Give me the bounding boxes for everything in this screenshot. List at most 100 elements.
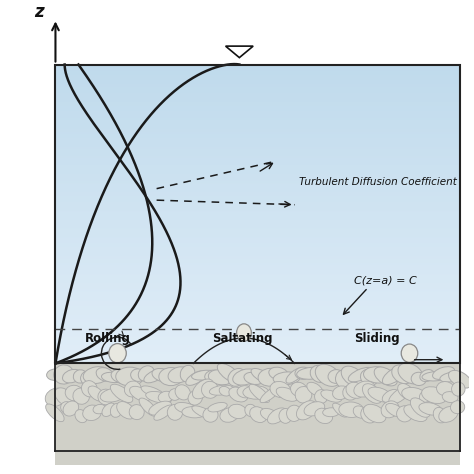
Ellipse shape	[174, 402, 198, 414]
Ellipse shape	[83, 367, 110, 383]
Ellipse shape	[152, 368, 173, 382]
Ellipse shape	[63, 369, 82, 383]
Ellipse shape	[360, 369, 378, 386]
Ellipse shape	[437, 382, 455, 396]
Ellipse shape	[131, 369, 146, 382]
Ellipse shape	[201, 382, 219, 398]
Ellipse shape	[210, 385, 234, 395]
Ellipse shape	[191, 370, 217, 380]
Ellipse shape	[343, 385, 358, 400]
Ellipse shape	[260, 409, 278, 421]
Ellipse shape	[404, 405, 427, 421]
Ellipse shape	[339, 402, 364, 418]
Ellipse shape	[310, 365, 329, 383]
Ellipse shape	[100, 388, 126, 402]
Ellipse shape	[209, 370, 233, 385]
Ellipse shape	[402, 387, 427, 402]
Ellipse shape	[452, 382, 465, 396]
Ellipse shape	[180, 365, 195, 382]
Ellipse shape	[328, 370, 345, 383]
Ellipse shape	[110, 403, 122, 417]
Ellipse shape	[348, 367, 374, 382]
Text: C(z=a) = C: C(z=a) = C	[354, 275, 417, 286]
Ellipse shape	[88, 386, 104, 401]
Ellipse shape	[364, 367, 392, 383]
Ellipse shape	[346, 383, 364, 398]
Ellipse shape	[146, 392, 172, 403]
Ellipse shape	[46, 369, 64, 381]
Ellipse shape	[237, 386, 254, 398]
Ellipse shape	[154, 405, 173, 420]
Ellipse shape	[333, 386, 349, 400]
Ellipse shape	[315, 408, 333, 424]
Ellipse shape	[450, 401, 465, 414]
Ellipse shape	[269, 367, 288, 380]
Ellipse shape	[208, 402, 227, 412]
Ellipse shape	[270, 382, 291, 398]
Ellipse shape	[287, 405, 301, 421]
Ellipse shape	[381, 401, 399, 418]
Ellipse shape	[315, 365, 341, 386]
Ellipse shape	[250, 407, 267, 422]
Ellipse shape	[440, 372, 464, 382]
Ellipse shape	[244, 373, 264, 384]
Ellipse shape	[141, 386, 164, 398]
Ellipse shape	[203, 408, 218, 422]
Ellipse shape	[422, 387, 447, 403]
Ellipse shape	[186, 371, 206, 385]
Text: Rolling: Rolling	[85, 332, 131, 345]
Ellipse shape	[228, 404, 247, 419]
Ellipse shape	[363, 383, 382, 403]
Ellipse shape	[433, 367, 455, 379]
Ellipse shape	[182, 407, 206, 418]
Ellipse shape	[398, 383, 414, 399]
Ellipse shape	[96, 368, 114, 382]
Ellipse shape	[233, 369, 258, 385]
Ellipse shape	[422, 372, 448, 381]
Ellipse shape	[129, 386, 150, 401]
Ellipse shape	[368, 387, 392, 402]
Text: Sliding: Sliding	[354, 332, 400, 345]
Ellipse shape	[175, 385, 191, 400]
Ellipse shape	[420, 370, 434, 382]
Ellipse shape	[341, 366, 364, 386]
Ellipse shape	[75, 410, 87, 423]
Ellipse shape	[401, 344, 418, 363]
Ellipse shape	[237, 324, 251, 341]
Ellipse shape	[82, 405, 101, 420]
Ellipse shape	[93, 404, 106, 414]
Ellipse shape	[65, 385, 83, 401]
Ellipse shape	[46, 404, 64, 422]
Ellipse shape	[333, 403, 347, 417]
Ellipse shape	[188, 390, 202, 405]
Ellipse shape	[364, 404, 386, 423]
Ellipse shape	[315, 390, 328, 403]
Ellipse shape	[353, 406, 366, 418]
Ellipse shape	[116, 367, 144, 386]
Ellipse shape	[439, 406, 458, 422]
Ellipse shape	[419, 390, 433, 402]
Text: z: z	[35, 3, 44, 21]
Ellipse shape	[321, 390, 342, 402]
Ellipse shape	[258, 368, 282, 386]
Ellipse shape	[228, 368, 246, 386]
Ellipse shape	[382, 390, 399, 402]
Ellipse shape	[110, 384, 133, 402]
Ellipse shape	[229, 387, 248, 402]
Ellipse shape	[192, 379, 213, 399]
Ellipse shape	[192, 406, 215, 419]
Ellipse shape	[354, 381, 375, 397]
Ellipse shape	[304, 401, 325, 416]
Ellipse shape	[159, 367, 183, 386]
Ellipse shape	[279, 409, 292, 423]
Ellipse shape	[81, 371, 96, 385]
Ellipse shape	[442, 392, 458, 402]
Ellipse shape	[291, 382, 307, 397]
Ellipse shape	[251, 368, 273, 383]
Text: Turbulent Diffusion Coefficient: Turbulent Diffusion Coefficient	[299, 177, 457, 187]
Ellipse shape	[245, 404, 257, 417]
Ellipse shape	[102, 403, 116, 417]
Ellipse shape	[73, 370, 87, 383]
Ellipse shape	[169, 389, 181, 401]
Ellipse shape	[260, 386, 280, 403]
